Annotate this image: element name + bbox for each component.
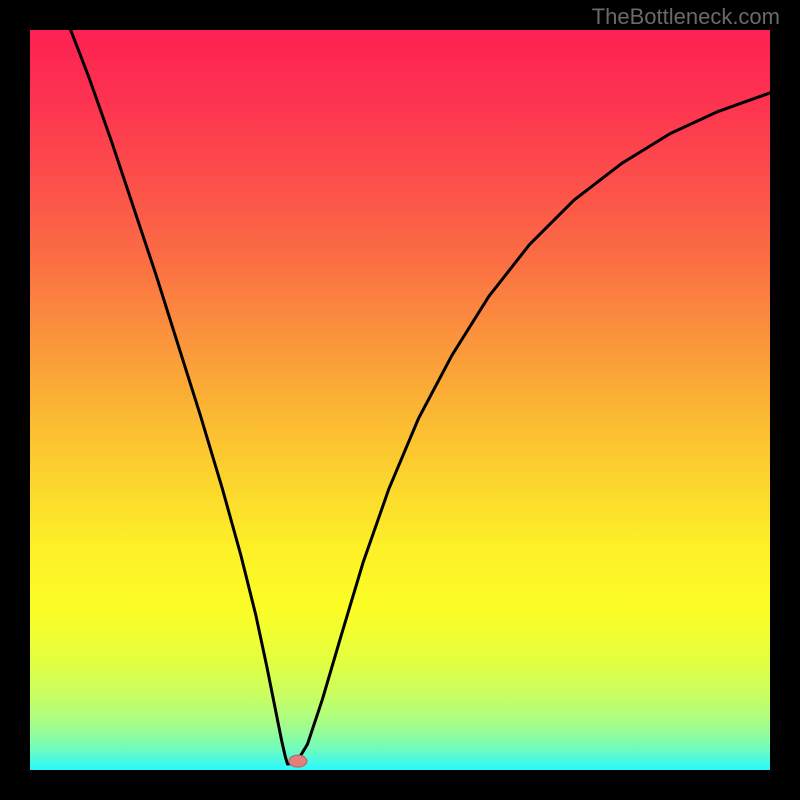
attribution-text: TheBottleneck.com [592,4,780,30]
chart-svg [0,0,800,800]
current-config-marker [289,755,307,767]
bottleneck-chart: TheBottleneck.com [0,0,800,800]
